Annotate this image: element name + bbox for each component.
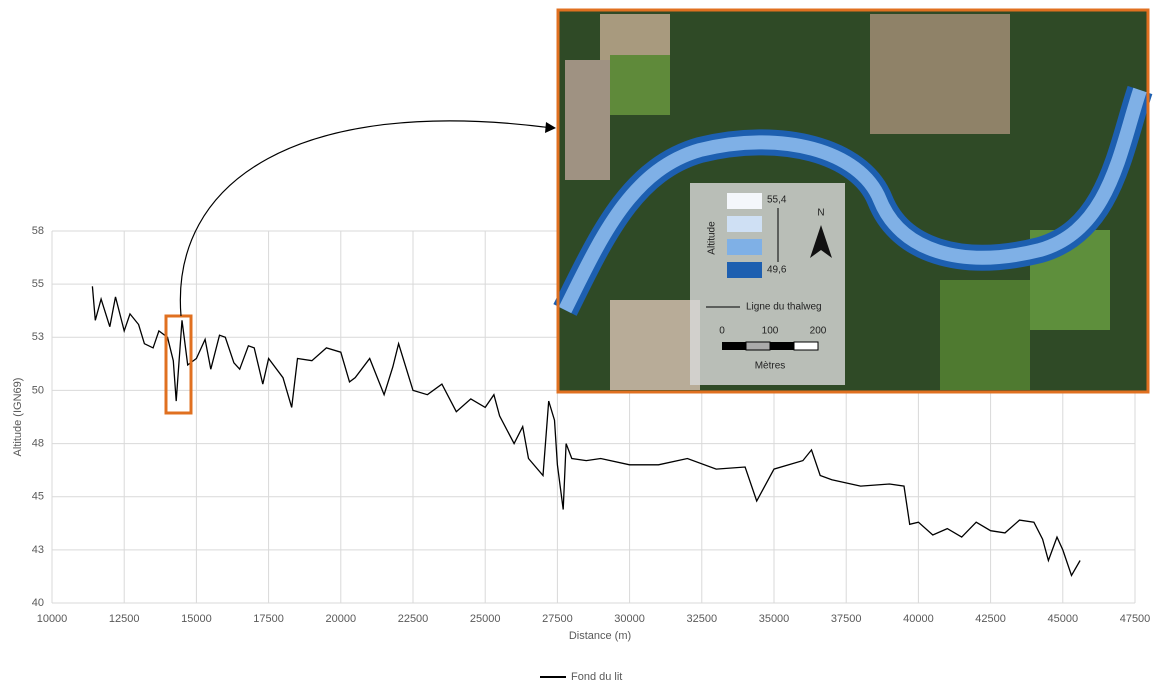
y-tick-label: 40 <box>32 597 44 609</box>
legend-swatch <box>727 216 762 232</box>
scale-label: 100 <box>762 326 779 337</box>
x-tick-label: 20000 <box>326 613 357 625</box>
scale-bar <box>722 342 746 350</box>
arrow <box>179 120 553 317</box>
field <box>870 14 1010 134</box>
x-tick-label: 45000 <box>1048 613 1079 625</box>
y-axis-label: Altitude (IGN69) <box>12 378 24 457</box>
y-tick-label: 48 <box>32 437 44 449</box>
y-tick-label: 45 <box>32 491 44 503</box>
x-tick-label: 42500 <box>975 613 1006 625</box>
series-line <box>91 286 1081 577</box>
highlight-box <box>164 314 193 415</box>
x-tick-label: 12500 <box>109 613 140 625</box>
legend-swatch <box>727 262 762 278</box>
thalweg-label: Ligne du thalweg <box>746 302 822 313</box>
x-tick-label: 37500 <box>831 613 862 625</box>
north-arrow <box>810 225 832 258</box>
legend-title: Altitude <box>707 221 718 255</box>
y-tick-label: 58 <box>32 225 44 237</box>
legend-min: 49,6 <box>767 265 787 276</box>
arrow-head <box>545 122 556 133</box>
x-tick-label: 22500 <box>398 613 429 625</box>
scale-label: 200 <box>810 326 827 337</box>
x-tick-label: 30000 <box>614 613 645 625</box>
map-inset: 55,4 49,6 Altitude N Ligne du thalweg 0 … <box>553 8 1153 394</box>
field <box>565 60 610 180</box>
legend-swatch <box>727 193 762 209</box>
x-tick-label: 15000 <box>181 613 212 625</box>
field <box>940 280 1030 390</box>
y-tick-label: 50 <box>32 384 44 396</box>
river <box>558 87 1147 314</box>
field <box>600 14 670 60</box>
x-tick-label: 27500 <box>542 613 573 625</box>
scale-bar <box>770 342 794 350</box>
x-tick-label: 32500 <box>687 613 718 625</box>
map-legend <box>690 183 845 385</box>
x-tick-label: 10000 <box>37 613 68 625</box>
x-tick-label: 25000 <box>470 613 501 625</box>
scale-label: 0 <box>719 326 725 337</box>
inset-frame <box>556 8 1150 394</box>
x-tick-label: 17500 <box>253 613 284 625</box>
x-tick-label: 47500 <box>1120 613 1151 625</box>
y-tick-label: 55 <box>32 278 44 290</box>
y-tick-label: 53 <box>32 331 44 343</box>
x-tick-label: 35000 <box>759 613 790 625</box>
x-axis-label: Distance (m) <box>569 630 631 642</box>
scale-bar <box>745 341 771 351</box>
field <box>610 55 670 115</box>
north-label: N <box>817 208 824 219</box>
y-tick-label: 43 <box>32 544 44 556</box>
x-tick-label: 40000 <box>903 613 934 625</box>
field <box>610 300 700 390</box>
scale-bar <box>793 341 819 351</box>
legend-label: Fond du lit <box>571 671 622 681</box>
scale-unit: Mètres <box>755 361 786 372</box>
legend-max: 55,4 <box>767 195 787 206</box>
legend-swatch <box>727 239 762 255</box>
